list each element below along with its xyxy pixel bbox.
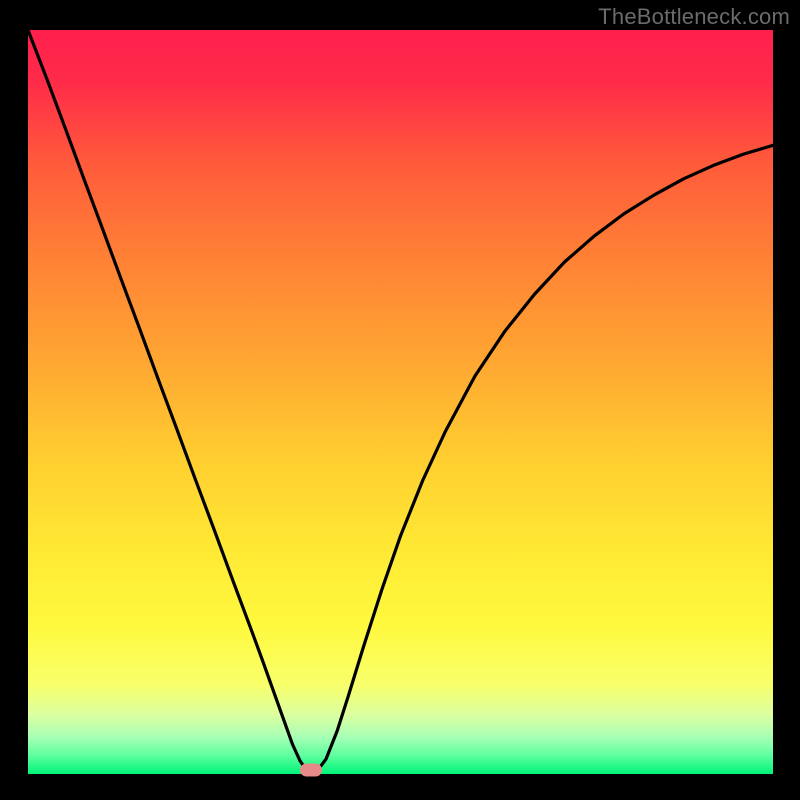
- plot-area: [28, 30, 773, 774]
- watermark-text: TheBottleneck.com: [598, 4, 790, 30]
- optimum-marker: [300, 764, 322, 777]
- curve-svg: [28, 30, 773, 774]
- chart-stage: TheBottleneck.com: [0, 0, 800, 800]
- bottleneck-curve: [28, 30, 773, 774]
